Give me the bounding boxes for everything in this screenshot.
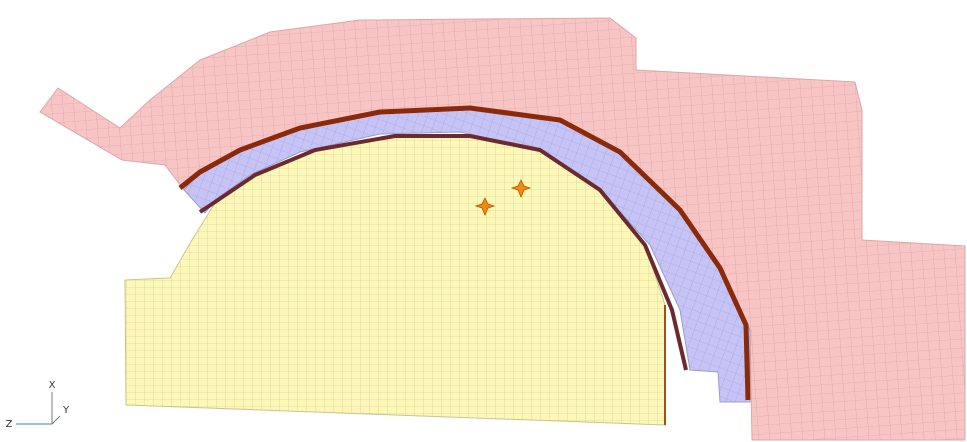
axis-triad: X Y Z (6, 380, 70, 430)
triad-y-axis (52, 416, 60, 424)
triad-z-label: Z (6, 419, 13, 430)
triad-x-label: X (49, 380, 56, 391)
mesh-viewport: X Y Z (0, 0, 967, 442)
triad-y-label: Y (62, 405, 70, 416)
